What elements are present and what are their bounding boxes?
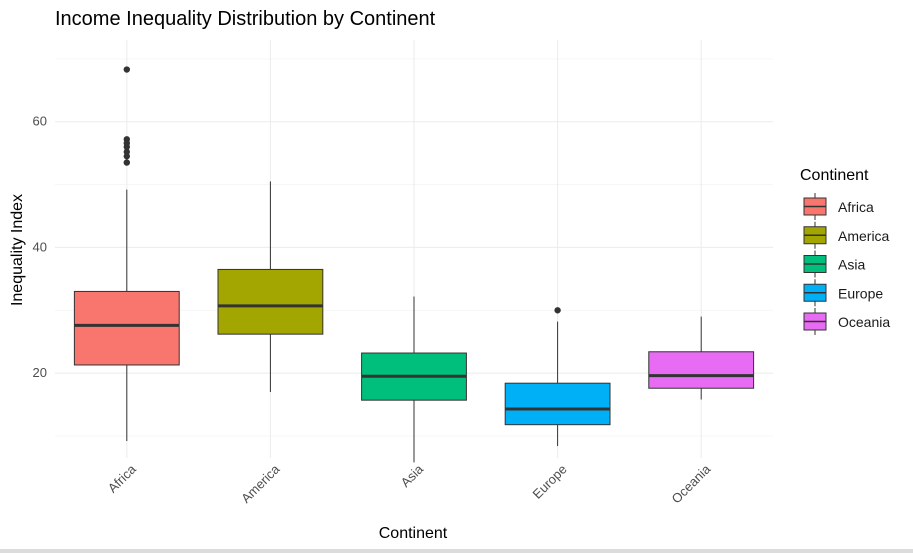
legend-label: Africa — [838, 199, 874, 215]
page-bottom-border — [0, 549, 913, 553]
legend-item-europe: Europe — [803, 279, 883, 307]
y-tick-label: 40 — [33, 239, 47, 254]
x-axis-title: Continent — [379, 525, 448, 542]
x-tick-label: Africa — [105, 461, 140, 496]
outlier-point — [123, 66, 130, 73]
x-tick-label: Europe — [529, 462, 569, 502]
box-iqr — [217, 268, 324, 335]
outlier-point — [123, 148, 130, 156]
outlier-point — [554, 307, 561, 314]
outlier-point — [123, 153, 130, 160]
outlier-point — [123, 159, 130, 166]
box-iqr — [504, 382, 611, 426]
box-africa — [73, 66, 180, 442]
x-tick-label: Asia — [398, 461, 427, 490]
legend: Continent Africa America Asia Europe Oceania — [800, 167, 890, 335]
box-oceania — [648, 316, 755, 400]
legend-item-america: America — [803, 221, 890, 249]
legend-items: Africa America Asia Europe Oceania — [803, 193, 890, 335]
legend-label: Oceania — [838, 314, 890, 330]
legend-title: Continent — [800, 167, 869, 184]
legend-label: Asia — [838, 257, 865, 273]
y-tick-label: 60 — [33, 114, 47, 129]
legend-item-africa: Africa — [803, 193, 874, 220]
outlier-point — [123, 136, 130, 143]
legend-label: Europe — [838, 285, 883, 301]
x-axis-ticks: Africa America Asia Europe Oceania — [105, 461, 714, 506]
legend-item-asia: Asia — [803, 250, 865, 278]
legend-item-oceania: Oceania — [803, 308, 890, 335]
y-axis-ticks: 20 40 60 — [33, 114, 47, 380]
box-iqr — [73, 290, 180, 366]
legend-label: America — [838, 228, 890, 244]
box-europe — [504, 307, 611, 447]
box-iqr — [648, 351, 755, 389]
box-layer — [73, 66, 755, 463]
box-america — [217, 181, 324, 392]
y-axis-title: Inequality Index — [9, 194, 26, 306]
box-asia — [361, 296, 467, 463]
y-tick-label: 20 — [33, 365, 47, 380]
x-tick-label: America — [238, 461, 283, 506]
x-tick-label: Oceania — [668, 461, 713, 506]
chart-title: Income Inequality Distribution by Contin… — [55, 8, 436, 30]
